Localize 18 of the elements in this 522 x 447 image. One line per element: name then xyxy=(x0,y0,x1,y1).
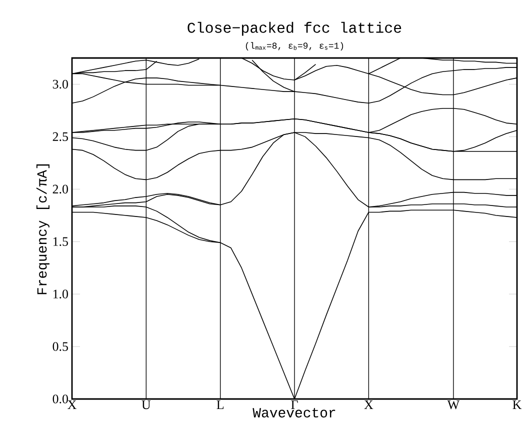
y-tick-label: 1.5 xyxy=(53,237,68,246)
x-axis-title: Wavevector xyxy=(252,408,336,418)
y-tick-label: 2.5 xyxy=(52,132,68,142)
y-tick-label: 0.0 xyxy=(52,394,68,404)
chart-subtitle: (l$_{max}$=8, ε$_{b}$=9, ε$_{s}$=1) xyxy=(246,42,344,50)
x-tick-label: L xyxy=(216,400,224,409)
x-tick-label: X xyxy=(68,400,76,409)
y-tick-label: 1.0 xyxy=(53,290,68,298)
y-tick-label: 3.0 xyxy=(52,80,68,89)
y-tick-label: 0.5 xyxy=(52,342,68,351)
y-tick-label: 2.0 xyxy=(52,184,68,194)
x-tick-label: K xyxy=(512,400,522,409)
chart-title: Close−packed fcc lattice xyxy=(188,22,402,36)
x-tick-label: X xyxy=(364,400,374,409)
x-tick-label: U xyxy=(142,400,151,410)
y-axis-title: Frequency [c/πA] xyxy=(36,164,50,294)
x-tick-label: Γ xyxy=(291,400,298,409)
x-tick-label: W xyxy=(447,400,460,410)
